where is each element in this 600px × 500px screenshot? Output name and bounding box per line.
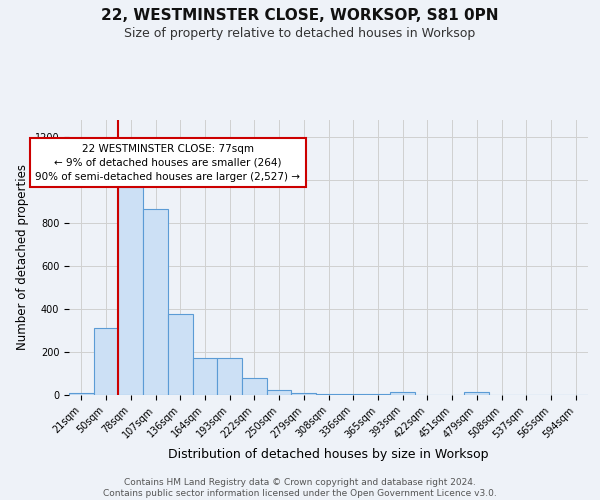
Bar xyxy=(341,394,365,395)
X-axis label: Distribution of detached houses by size in Worksop: Distribution of detached houses by size … xyxy=(168,448,489,461)
Bar xyxy=(94,328,118,395)
Y-axis label: Number of detached properties: Number of detached properties xyxy=(16,164,29,350)
Text: Size of property relative to detached houses in Worksop: Size of property relative to detached ho… xyxy=(124,28,476,40)
Bar xyxy=(365,394,390,395)
Bar xyxy=(168,314,193,395)
Bar xyxy=(69,393,94,395)
Bar xyxy=(118,186,143,395)
Text: 22 WESTMINSTER CLOSE: 77sqm
← 9% of detached houses are smaller (264)
90% of sem: 22 WESTMINSTER CLOSE: 77sqm ← 9% of deta… xyxy=(35,144,301,182)
Bar xyxy=(217,358,242,395)
Bar xyxy=(143,209,168,395)
Bar xyxy=(267,390,292,395)
Bar xyxy=(464,392,489,395)
Bar xyxy=(316,394,341,395)
Text: 22, WESTMINSTER CLOSE, WORKSOP, S81 0PN: 22, WESTMINSTER CLOSE, WORKSOP, S81 0PN xyxy=(101,8,499,22)
Bar xyxy=(292,394,316,395)
Bar xyxy=(193,358,217,395)
Bar xyxy=(390,392,415,395)
Text: Contains HM Land Registry data © Crown copyright and database right 2024.
Contai: Contains HM Land Registry data © Crown c… xyxy=(103,478,497,498)
Bar xyxy=(242,378,267,395)
